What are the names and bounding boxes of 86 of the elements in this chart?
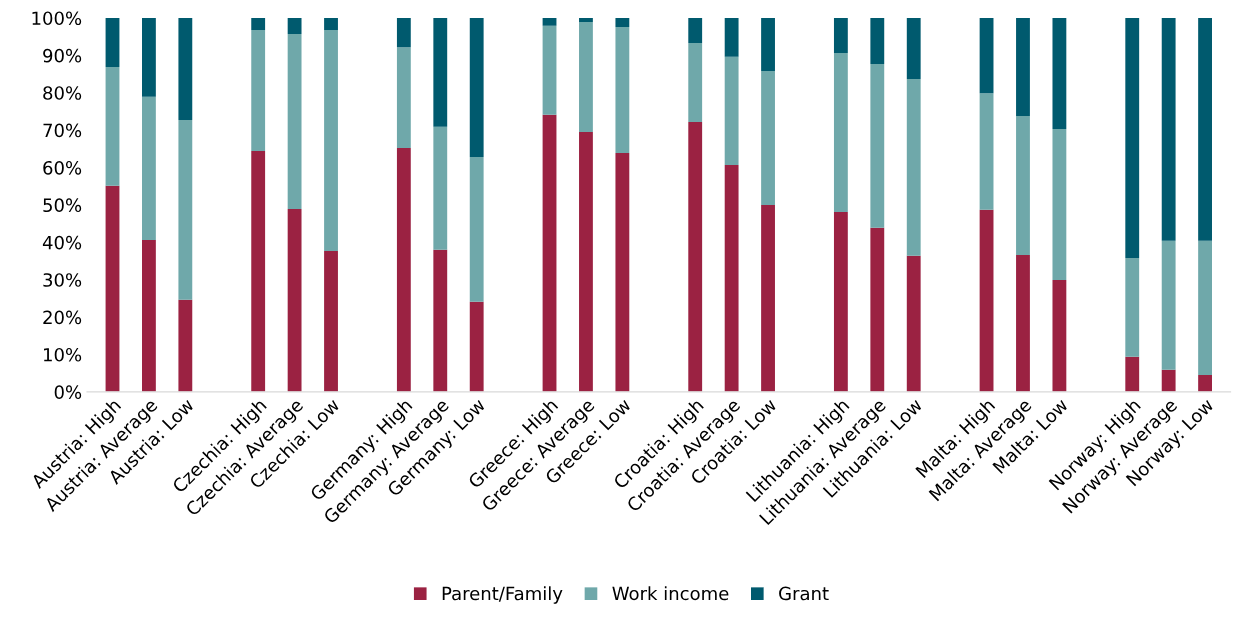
bar: [1125, 258, 1140, 357]
bar: [324, 29, 338, 251]
bar: [1125, 17, 1140, 258]
legend-label: Parent/Family: [442, 586, 563, 604]
bar: [142, 240, 156, 392]
bar: [761, 17, 775, 72]
y-tick-label: 100%: [32, 11, 82, 26]
bar: [761, 204, 775, 392]
bar: [1016, 17, 1030, 116]
bar: [433, 17, 448, 127]
bar: [833, 17, 848, 54]
bar: [833, 212, 848, 392]
bar: [1161, 17, 1176, 241]
bar: [979, 93, 994, 210]
bar: [579, 132, 593, 392]
bar: [178, 120, 193, 300]
bar: [1052, 17, 1067, 130]
legend-label: Grant: [779, 586, 829, 601]
bar: [105, 66, 120, 186]
bar: [688, 121, 703, 392]
bar: [1161, 240, 1176, 370]
bar: [105, 17, 120, 67]
bar: [724, 164, 739, 392]
bar: [251, 17, 266, 30]
y-tick-label: 10%: [44, 347, 82, 362]
bar: [761, 71, 775, 205]
bar: [1125, 356, 1140, 392]
bar: [105, 185, 120, 392]
bar: [615, 152, 630, 392]
bar: [1016, 115, 1030, 256]
bar: [870, 17, 885, 64]
bar: [615, 26, 630, 153]
bar: [979, 17, 994, 94]
bar: [287, 34, 302, 210]
bar: [287, 209, 302, 392]
bar: [396, 17, 411, 48]
bar: [688, 43, 703, 122]
bar: [906, 17, 921, 79]
bar: [1198, 17, 1212, 241]
bar: [324, 17, 338, 30]
bar: [469, 157, 484, 302]
bar: [870, 227, 885, 392]
bar: [396, 148, 411, 392]
bar: [1161, 369, 1176, 392]
y-tick-label: 0%: [54, 385, 82, 399]
bar: [724, 56, 739, 165]
bar: [433, 249, 448, 392]
bar: [688, 17, 703, 44]
bar: [1016, 255, 1030, 392]
y-tick-label: 80%: [43, 86, 82, 100]
bar: [287, 17, 302, 35]
bar: [469, 17, 484, 158]
bar: [1052, 280, 1067, 392]
y-tick-label: 90%: [43, 48, 82, 63]
bar: [142, 96, 156, 241]
bar: [178, 17, 193, 121]
bar: [251, 151, 266, 392]
y-tick-label: 20%: [43, 310, 82, 325]
legend-label: Work income: [612, 586, 729, 601]
bar: [579, 17, 593, 23]
bar: [724, 17, 739, 57]
bar: [906, 78, 921, 256]
bar: [579, 22, 593, 133]
bar: [324, 250, 338, 392]
y-tick-label: 50%: [43, 198, 82, 213]
y-tick-label: 40%: [42, 235, 82, 250]
bar: [1052, 129, 1067, 281]
bar: [433, 126, 448, 250]
bar: [142, 17, 156, 97]
bar: [542, 114, 557, 392]
bar: [1198, 375, 1212, 392]
bar: [178, 299, 193, 392]
y-tick-label: 70%: [43, 123, 82, 138]
y-tick-label: 60%: [43, 160, 82, 175]
bar: [251, 29, 266, 152]
bar: [1198, 240, 1212, 376]
y-tick-label: 30%: [43, 273, 82, 287]
bar: [469, 301, 484, 392]
bar: [615, 17, 630, 27]
bar: [542, 25, 557, 115]
bar: [906, 255, 921, 392]
bar: [833, 53, 848, 213]
bar: [542, 17, 557, 26]
bar: [979, 209, 994, 392]
bar: [870, 63, 885, 228]
bar: [396, 47, 411, 149]
